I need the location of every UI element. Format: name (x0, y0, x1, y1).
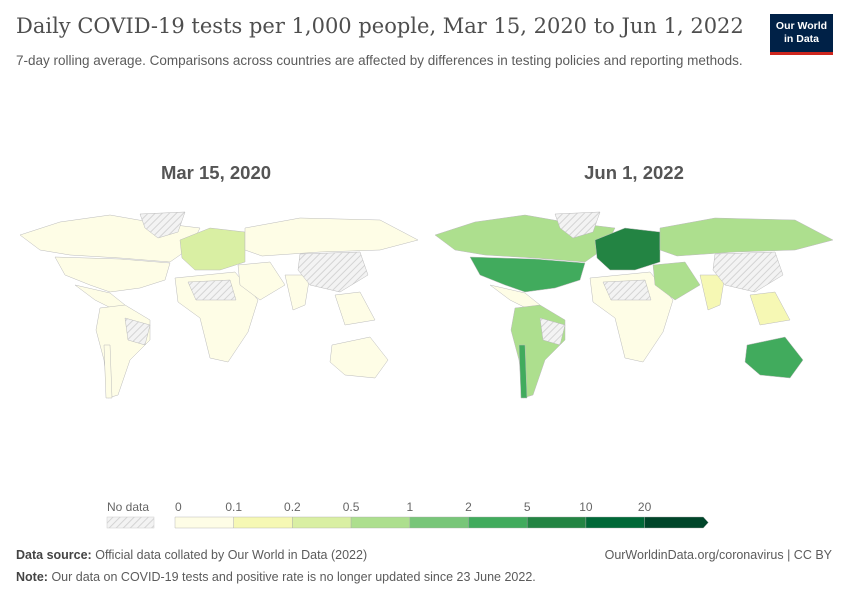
region-europe[interactable] (594, 227, 661, 271)
legend-bin[interactable] (174, 516, 234, 529)
region-usa[interactable] (469, 256, 586, 293)
region-middle-east[interactable] (652, 261, 701, 301)
region-sahara[interactable] (187, 279, 237, 301)
legend-tick-label: 20 (638, 500, 652, 514)
region-europe[interactable] (179, 227, 246, 271)
region-usa[interactable] (54, 256, 171, 293)
region-australia[interactable] (329, 336, 389, 379)
source-link[interactable]: OurWorldinData.org/coronavirus | CC BY (604, 548, 832, 562)
region-southeast-asia[interactable] (749, 291, 791, 326)
chart-title: Daily COVID-19 tests per 1,000 people, M… (16, 14, 744, 38)
color-legend: No data 0 0.1 0.2 0.5 1 2 5 10 20 (106, 500, 709, 529)
region-chile[interactable] (103, 344, 113, 399)
legend-bin[interactable] (527, 516, 587, 529)
legend-bin[interactable] (233, 516, 293, 529)
region-india[interactable] (284, 274, 311, 311)
region-russia[interactable] (244, 217, 419, 257)
legend-bin[interactable] (468, 516, 528, 529)
region-india[interactable] (699, 274, 726, 311)
legend-tick-label: 5 (524, 500, 531, 514)
legend-bin[interactable] (292, 516, 352, 529)
legend-tick-label: 0 (175, 500, 182, 514)
owid-logo[interactable]: Our World in Data (770, 14, 833, 55)
region-chile[interactable] (518, 344, 528, 399)
region-russia[interactable] (659, 217, 834, 257)
region-china[interactable] (712, 251, 784, 293)
chart-subtitle: 7-day rolling average. Comparisons acros… (16, 53, 743, 68)
region-australia[interactable] (744, 336, 804, 379)
map-mar-15-2020 (19, 211, 419, 399)
region-china[interactable] (297, 251, 369, 293)
region-brazil[interactable] (124, 317, 151, 346)
region-sahara[interactable] (602, 279, 652, 301)
legend-no-data-swatch (106, 516, 155, 529)
legend-bin[interactable] (585, 516, 645, 529)
world-maps (19, 211, 834, 399)
data-source: Data source: Official data collated by O… (16, 548, 368, 562)
legend-tick-label: 1 (406, 500, 413, 514)
legend-tick-label: 10 (579, 500, 593, 514)
legend-tick-label: 2 (465, 500, 472, 514)
legend-tick-label: 0.5 (343, 500, 360, 514)
legend-tick-label: 0.2 (284, 500, 301, 514)
region-greenland[interactable] (554, 211, 601, 239)
legend-bin[interactable] (350, 516, 410, 529)
legend-no-data-label: No data (107, 500, 149, 514)
region-greenland[interactable] (139, 211, 186, 239)
map-label-right: Jun 1, 2022 (584, 162, 684, 183)
legend-bin[interactable] (644, 516, 709, 529)
note: Note: Our data on COVID-19 tests and pos… (16, 570, 536, 584)
legend-bin[interactable] (409, 516, 469, 529)
map-jun-1-2022 (434, 211, 834, 399)
region-middle-east[interactable] (237, 261, 286, 301)
region-brazil[interactable] (539, 317, 566, 346)
map-label-left: Mar 15, 2020 (160, 162, 272, 183)
legend-tick-label: 0.1 (225, 500, 242, 514)
region-southeast-asia[interactable] (334, 291, 376, 326)
